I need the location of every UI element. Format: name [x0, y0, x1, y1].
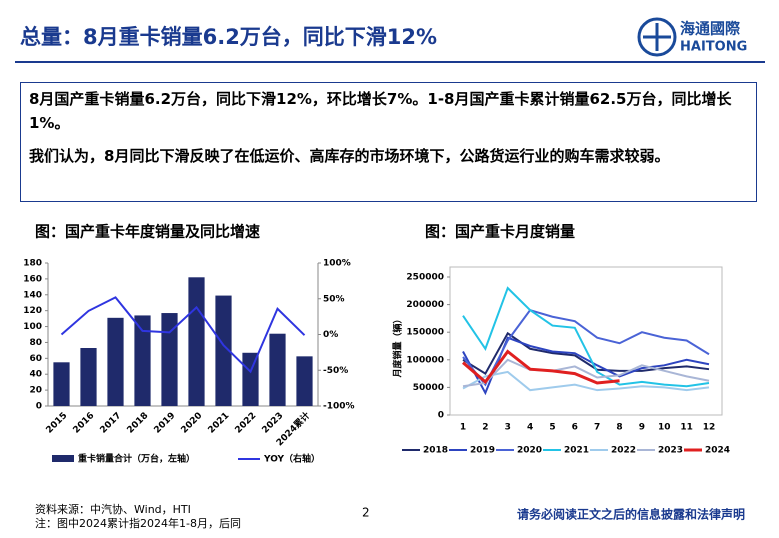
y2-tick-label: 50% — [323, 294, 345, 304]
series-line — [462, 286, 710, 388]
y2-tick-label: -50% — [323, 366, 348, 376]
bar — [296, 356, 313, 406]
logo-text: HAITONG — [680, 40, 747, 55]
bar — [107, 317, 124, 406]
x-tick-label: 12 — [703, 423, 716, 433]
y-tick-label: 100 — [23, 322, 42, 332]
summary-box: 8月国产重卡销量6.2万台，同比下滑12%，环比增长7%。1-8月国产重卡累计销… — [20, 82, 757, 202]
x-tick-label: 9 — [639, 423, 645, 433]
x-tick-label: 2023 — [261, 411, 286, 436]
chart-title: 图：国产重卡月度销量 — [425, 223, 575, 241]
y-tick-label: 120 — [23, 306, 42, 316]
bar — [269, 333, 286, 406]
bar — [242, 352, 259, 406]
disclaimer: 请务必阅读正文之后的信息披露和法律声明 — [517, 507, 745, 522]
x-tick-label: 2022 — [234, 411, 259, 436]
x-tick-label: 11 — [680, 423, 693, 433]
x-tick-label: 2018 — [126, 411, 151, 436]
y-axis-title: 月度销量（辆） — [392, 314, 404, 378]
y-tick-label: 100000 — [406, 355, 444, 365]
x-tick-label: 3 — [505, 423, 511, 433]
legend-label: YOY（右轴） — [263, 453, 320, 465]
legend-label: 2020 — [517, 446, 542, 456]
y-tick-label: 50000 — [413, 383, 444, 393]
plot-border — [449, 266, 723, 416]
series-line — [462, 370, 710, 392]
title: 总量：8月重卡销量6.2万台，同比下滑12% — [20, 25, 437, 49]
x-tick-label: 7 — [594, 423, 600, 433]
x-tick-label: 10 — [658, 423, 671, 433]
paragraph: 8月国产重卡销量6.2万台，同比下滑12%，环比增长7%。1-8月国产重卡累计销… — [29, 90, 732, 132]
x-tick-label: 2019 — [153, 411, 178, 436]
x-tick-label: 2020 — [180, 411, 205, 436]
y-tick-label: 150000 — [406, 328, 444, 338]
y-tick-label: 0 — [438, 411, 444, 421]
bar — [80, 348, 97, 406]
chart-title: 图：国产重卡年度销量及同比增速 — [35, 223, 260, 241]
bar — [134, 315, 151, 406]
legend-label: 2022 — [611, 446, 636, 456]
x-tick-label: 2021 — [207, 411, 232, 436]
note: 注：图中2024累计指2024年1-8月，后同 — [35, 516, 241, 530]
legend-swatch — [52, 455, 74, 462]
x-tick-label: 5 — [549, 423, 555, 433]
x-tick-label: 2016 — [72, 411, 97, 436]
series-line — [462, 308, 710, 387]
legend-label: 2023 — [658, 446, 683, 456]
legend-label: 2021 — [564, 446, 589, 456]
series-line — [462, 358, 710, 388]
bar — [215, 295, 232, 406]
y-tick-label: 200000 — [406, 300, 444, 310]
legend-label: 重卡销量合计（万台，左轴） — [78, 453, 195, 465]
y2-tick-label: 0% — [323, 330, 338, 340]
y-tick-label: 140 — [23, 290, 42, 300]
y2-tick-label: 100% — [323, 259, 351, 269]
x-tick-label: 4 — [527, 423, 533, 433]
x-tick-label: 2017 — [99, 411, 124, 436]
logo-icon — [637, 17, 677, 57]
y2-tick-label: -100% — [323, 402, 355, 412]
legend-label: 2018 — [423, 446, 448, 456]
y-tick-label: 40 — [29, 370, 42, 380]
y-tick-label: 60 — [29, 354, 42, 364]
source: 资料来源：中汽协、Wind，HTI — [35, 502, 191, 516]
x-tick-label: 1 — [460, 423, 466, 433]
x-tick-label: 8 — [616, 423, 622, 433]
legend-label: 2019 — [470, 446, 495, 456]
logo-text: 海通國際 — [680, 20, 741, 38]
y-tick-label: 20 — [29, 386, 42, 396]
y-tick-label: 160 — [23, 274, 42, 284]
paragraph: 我们认为，8月同比下滑反映了在低运价、高库存的市场环境下，公路货运行业的购车需求… — [29, 147, 670, 165]
y-tick-label: 250000 — [406, 273, 444, 283]
page-number: 2 — [362, 506, 370, 520]
bar — [53, 362, 70, 406]
x-tick-label: 2015 — [45, 411, 70, 436]
series-line — [462, 331, 710, 376]
series-line — [462, 349, 620, 385]
legend-label: 2024 — [705, 446, 730, 456]
x-tick-label: 6 — [572, 423, 578, 433]
bar — [161, 313, 178, 406]
x-tick-label: 2 — [482, 423, 488, 433]
y-tick-label: 0 — [36, 402, 42, 412]
y-tick-label: 80 — [29, 338, 42, 348]
y-tick-label: 180 — [23, 259, 42, 269]
bar — [188, 277, 205, 406]
yoy-line — [60, 296, 306, 374]
